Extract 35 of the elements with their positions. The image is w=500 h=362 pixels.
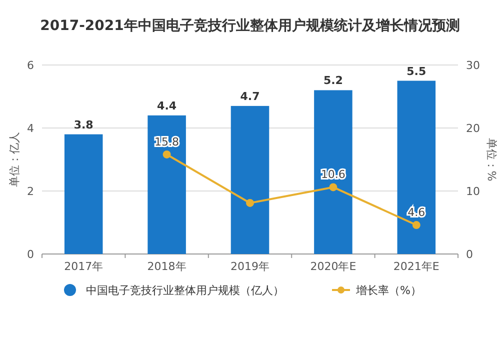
x-tick-label: 2018年 [147, 260, 186, 273]
y-tick-label: 0 [27, 248, 34, 261]
data-label: 5.5 [406, 64, 426, 78]
bar [230, 106, 270, 254]
y-tick-label: 2 [27, 185, 34, 198]
y-tick-label: 4 [27, 122, 34, 135]
point [329, 183, 338, 192]
data-label: 3.8 [74, 118, 94, 132]
y2-tick-label: 0 [466, 248, 473, 261]
x-tick-label: 2019年 [230, 260, 270, 273]
data-label: 4.7 [240, 90, 260, 103]
bar [397, 80, 436, 254]
point [162, 150, 171, 158]
legend-label: 增长率（%） [355, 284, 422, 297]
y-tick-label: 6 [27, 59, 34, 72]
y2-tick-label: 20 [466, 122, 480, 135]
bar [314, 90, 352, 254]
point [246, 198, 254, 207]
legend-label: 中国电子竞技行业整体用户规模（亿人） [86, 284, 284, 297]
data-label: 4.4 [157, 99, 177, 112]
y2-tick-label: 10 [466, 185, 480, 198]
x-tick-label: 2017年 [64, 260, 104, 273]
x-tick-label: 2021年E [393, 260, 440, 273]
bar [64, 134, 103, 254]
data-label: 10.6 [320, 168, 346, 182]
data-label: 15.8 [154, 135, 180, 148]
bar [148, 115, 186, 254]
y2-tick-label: 30 [466, 59, 480, 72]
point [412, 221, 420, 230]
data-label: 5.2 [323, 74, 343, 88]
x-tick-label: 2020年E [310, 260, 356, 273]
y2-axis-title: 单位：% [485, 138, 498, 182]
y-axis-title: 单位：亿人 [8, 132, 21, 187]
chart-title: 2017-2021年中国电子竞技行业整体用户规模统计及增长情况预测 [40, 17, 460, 34]
data-label: 4.6 [408, 206, 426, 220]
